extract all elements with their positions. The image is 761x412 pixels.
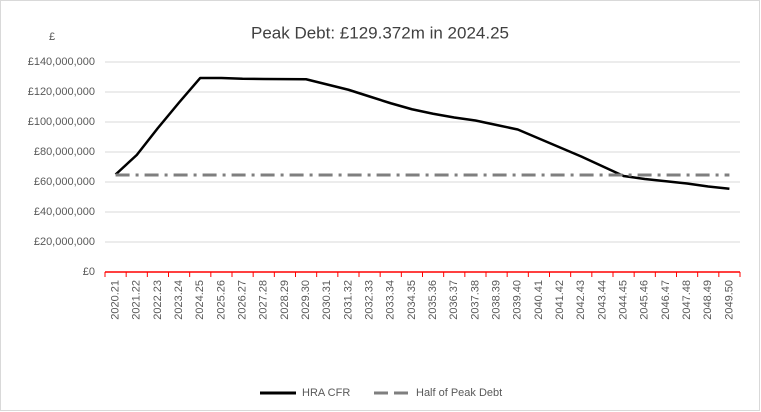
y-tick-label: £40,000,000 [34,206,95,218]
x-tick-label: 2027.28 [258,280,270,320]
x-tick-label: 2049.50 [723,280,735,320]
x-tick-label: 2047.48 [681,280,693,320]
x-tick-label: 2048.49 [702,280,714,320]
x-tick-label: 2033.34 [385,280,397,320]
x-tick-label: 2035.36 [427,280,439,320]
x-tick-label: 2029.30 [300,280,312,320]
x-tick-label: 2043.44 [596,280,608,320]
x-tick-label: 2040.41 [533,280,545,320]
x-tick-label: 2041.42 [554,280,566,320]
legend-label: Half of Peak Debt [416,387,502,399]
x-tick-label: 2028.29 [279,280,291,320]
legend-label: HRA CFR [302,387,350,399]
x-tick-label: 2024.25 [194,280,206,320]
x-tick-label: 2026.27 [236,280,248,320]
y-tick-label: £80,000,000 [34,146,95,158]
x-tick-label: 2034.35 [406,280,418,320]
line-series [114,76,730,190]
x-tick-label: 2025.26 [215,280,227,320]
x-tick-label: 2045.46 [639,280,651,320]
y-tick-label: £60,000,000 [34,176,95,188]
y-tick-label: £100,000,000 [28,116,95,128]
x-tick-label: 2046.47 [660,280,672,320]
x-tick-label: 2044.45 [617,280,629,320]
chart-title: Peak Debt: £129.372m in 2024.25 [251,23,509,42]
y-tick-label: £120,000,000 [28,86,95,98]
x-tick-label: 2030.31 [321,280,333,320]
x-tick-label: 2042.43 [575,280,587,320]
x-tick-label: 2038.39 [490,280,502,320]
x-tick-label: 2022.23 [152,280,164,320]
x-tick-label: 2036.37 [448,280,460,320]
x-tick-label: 2039.40 [512,280,524,320]
x-tick-label: 2037.38 [469,280,481,320]
x-tick-label: 2023.24 [173,280,185,320]
y-axis-label: £ [49,31,55,43]
x-tick-label: 2021.22 [131,280,143,320]
y-tick-label: £140,000,000 [28,56,95,68]
x-tick-label: 2020.21 [109,280,121,320]
y-tick-label: £20,000,000 [34,236,95,248]
x-tick-label: 2031.32 [342,280,354,320]
x-tick-label: 2032.33 [363,280,375,320]
y-tick-label: £0 [83,266,95,278]
